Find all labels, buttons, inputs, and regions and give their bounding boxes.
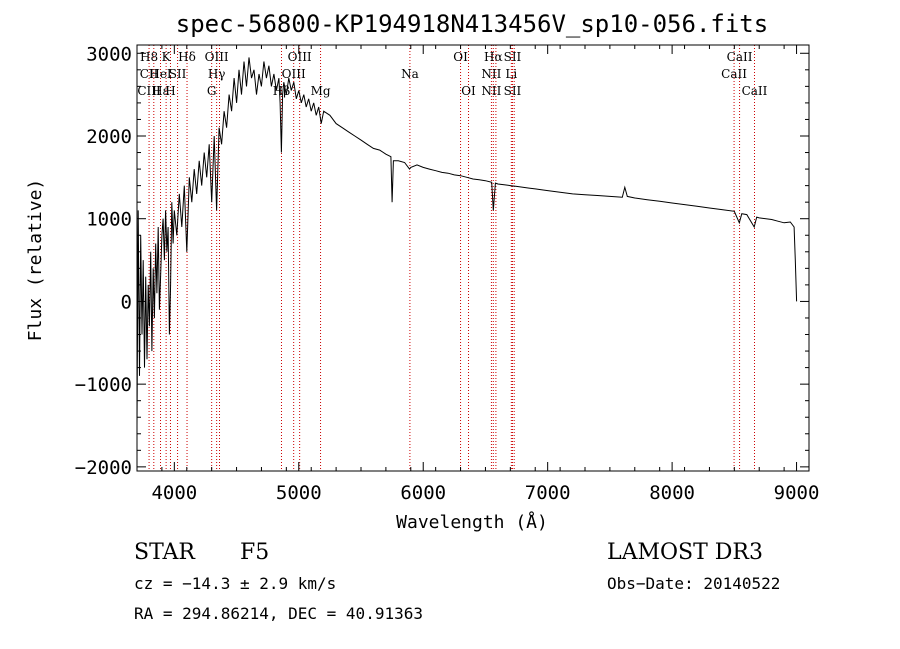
line-marker-label: SII: [504, 50, 522, 64]
line-marker-label: OIII: [282, 67, 306, 81]
line-marker-label: Li: [505, 67, 517, 81]
line-marker-label: Na: [401, 67, 419, 81]
line-marker-label: SII: [169, 67, 187, 81]
y-axis-label: Flux (relative): [25, 179, 46, 342]
redshift-cz: cz = −14.3 ± 2.9 km/s: [134, 574, 336, 593]
y-tick-label: 2000: [86, 126, 132, 148]
line-marker-label: NII: [481, 67, 501, 81]
x-axis: 4000 5000 6000 7000 8000 9000: [136, 45, 820, 504]
line-marker-label: Hε: [152, 84, 169, 98]
chart-title: spec-56800-KP194918N413456V_sp10-056.fit…: [176, 10, 768, 38]
line-marker-label: K: [162, 50, 172, 64]
line-marker-labels: H8CIICIIIHeIHεKHSIIHδGOIIIHγHβOIIIOIIIMg…: [137, 50, 767, 98]
line-marker-label: SII: [504, 84, 522, 98]
object-subclass: F5: [240, 540, 269, 565]
y-tick-label: −2000: [75, 457, 132, 479]
x-axis-label: Wavelength (Å): [396, 511, 548, 533]
line-marker-label: CaII: [742, 84, 768, 98]
line-marker-label: CaII: [727, 50, 753, 64]
coordinates: RA = 294.86214, DEC = 40.91363: [134, 604, 423, 623]
line-marker-label: OIII: [205, 50, 229, 64]
line-marker-label: CaII: [721, 67, 747, 81]
x-tick-label: 5000: [276, 482, 322, 504]
line-markers: [148, 45, 755, 471]
line-marker-label: CII: [140, 67, 159, 81]
line-marker-label: OI: [453, 50, 468, 64]
y-tick-label: 3000: [86, 43, 132, 65]
x-tick-label: 6000: [400, 482, 446, 504]
plot-frame: [136, 44, 810, 472]
y-tick-label: 0: [121, 291, 132, 313]
x-tick-label: 7000: [525, 482, 571, 504]
y-axis: −2000 −1000 0 1000 2000 3000: [75, 43, 809, 479]
line-marker-label: OI: [461, 84, 476, 98]
object-class: STAR: [134, 540, 196, 565]
y-tick-label: 1000: [86, 209, 132, 231]
line-marker-label: Mg: [311, 84, 331, 98]
line-marker-label: OIII: [288, 50, 312, 64]
line-marker-label: NII: [481, 84, 501, 98]
line-marker-label: CIII: [137, 84, 161, 98]
spectrum-line: [136, 57, 798, 426]
line-marker-label: G: [207, 84, 217, 98]
line-marker-label: H: [165, 84, 175, 98]
line-marker-label: Hγ: [208, 67, 226, 81]
line-marker-label: Hα: [484, 50, 503, 64]
x-tick-label: 4000: [151, 482, 197, 504]
y-tick-label: −1000: [75, 374, 132, 396]
line-marker-label: H8: [140, 50, 158, 64]
x-tick-label: 9000: [774, 482, 820, 504]
line-marker-label: HeI: [149, 67, 172, 81]
x-tick-label: 8000: [649, 482, 695, 504]
observation-date: Obs−Date: 20140522: [607, 574, 780, 593]
line-marker-label: Hδ: [178, 50, 196, 64]
survey-name: LAMOST DR3: [607, 540, 763, 565]
